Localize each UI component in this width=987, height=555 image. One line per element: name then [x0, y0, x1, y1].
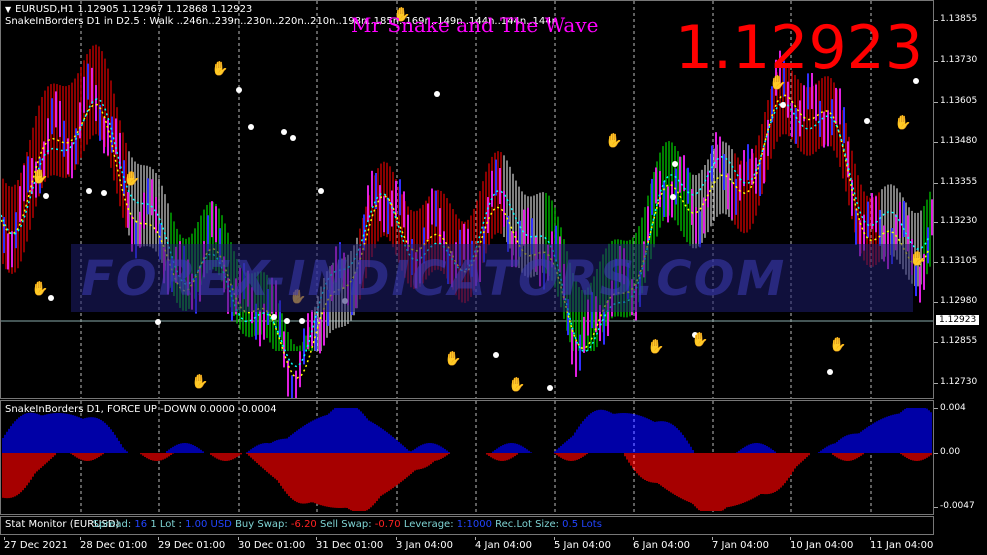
sell-hand-icon: ✋ — [211, 60, 228, 77]
price-tick: 1.13855 — [940, 14, 978, 24]
sell-hand-icon: ✋ — [605, 132, 622, 149]
rec-lot-value: 0.5 Lots — [562, 519, 602, 530]
time-tick: 4 Jan 04:00 — [475, 540, 532, 551]
price-tick: 1.12730 — [940, 377, 978, 387]
signal-dot — [48, 295, 54, 301]
spread-value: 16 — [134, 519, 148, 530]
signal-dot — [86, 188, 92, 194]
watermark-text: FOREX-INDICATORS.COM — [81, 251, 787, 307]
stat-title: Stat Monitor (EURUSD) — [5, 519, 120, 530]
time-tick: 30 Dec 01:00 — [238, 540, 306, 551]
price-tick: 1.13355 — [940, 177, 978, 187]
time-tick: 7 Jan 04:00 — [712, 540, 769, 551]
price-tick: 1.13730 — [940, 55, 978, 65]
price-tick: 1.13480 — [940, 136, 978, 146]
signal-dot — [780, 102, 786, 108]
time-tick: 11 Jan 04:00 — [870, 540, 934, 551]
signal-dot — [493, 352, 499, 358]
buy-hand-icon: ✋ — [191, 373, 208, 390]
signal-dot — [236, 87, 242, 93]
signal-dot — [299, 318, 305, 324]
collapse-triangle-icon[interactable]: ▼ — [5, 5, 12, 14]
signal-dot — [670, 194, 676, 200]
signal-dot — [827, 369, 833, 375]
osc-tick: 0.00 — [940, 447, 961, 457]
leverage-value: 1:1000 — [456, 519, 492, 530]
time-axis[interactable]: 27 Dec 2021 28 Dec 01:00 29 Dec 01:00 30… — [0, 537, 987, 555]
signal-dot — [101, 190, 107, 196]
time-tick: 28 Dec 01:00 — [80, 540, 148, 551]
price-tick: 1.12855 — [940, 336, 978, 346]
time-tick: 31 Dec 01:00 — [316, 540, 384, 551]
watermark-band — [71, 244, 913, 312]
time-tick: 6 Jan 04:00 — [633, 540, 690, 551]
buy-hand-icon: ✋ — [691, 331, 708, 348]
signal-dot — [692, 332, 698, 338]
price-chart-canvas[interactable]: ✋✋✋✋✋✋✋✋✋✋✋✋✋✋✋✋ — [1, 1, 933, 398]
signal-dot — [284, 318, 290, 324]
signal-dot — [155, 319, 161, 325]
main-chart-pane[interactable]: ✋✋✋✋✋✋✋✋✋✋✋✋✋✋✋✋ FOREX-INDICATORS.COM ▼E… — [0, 0, 934, 399]
price-tick: 1.13105 — [940, 256, 978, 266]
sell-swap-label: Sell Swap: — [319, 519, 372, 530]
buy-hand-icon: ✋ — [31, 280, 48, 297]
buy-swap-label: Buy Swap: — [235, 519, 288, 530]
sell-swap-value: -0.70 — [374, 519, 401, 530]
osc-tick: 0.004 — [940, 403, 966, 413]
time-tick: 5 Jan 04:00 — [554, 540, 611, 551]
price-axis[interactable]: 1.13855 1.13730 1.13605 1.13480 1.13355 … — [934, 0, 987, 399]
force-histogram-canvas[interactable] — [1, 401, 933, 514]
chart-title: Mr Snake and The Wave — [351, 13, 599, 37]
buy-hand-icon: ✋ — [508, 376, 525, 393]
signal-dot — [248, 124, 254, 130]
lot-label: 1 Lot : — [150, 519, 182, 530]
last-price-tag: 1.12923 — [936, 315, 980, 325]
sell-hand-icon: ✋ — [31, 168, 48, 185]
time-tick: 27 Dec 2021 — [4, 540, 68, 551]
signal-dot — [434, 91, 440, 97]
time-tick: 3 Jan 04:00 — [396, 540, 453, 551]
sell-hand-icon: ✋ — [393, 6, 410, 23]
sell-hand-icon: ✋ — [769, 74, 786, 91]
price-tick: 1.13605 — [940, 96, 978, 106]
signal-dot — [547, 385, 553, 391]
time-tick: 29 Dec 01:00 — [158, 540, 226, 551]
buy-hand-icon: ✋ — [909, 250, 926, 267]
signal-dot — [43, 193, 49, 199]
buy-hand-icon: ✋ — [829, 336, 846, 353]
big-price-display: 1.12923 — [674, 13, 923, 83]
buy-hand-icon: ✋ — [647, 338, 664, 355]
symbol-ohlc: EURUSD,H1 1.12905 1.12967 1.12868 1.1292… — [15, 4, 253, 15]
stat-monitor-line: Stat Monitor (EURUSD) Spread: 16 1 Lot :… — [5, 519, 602, 530]
spread-label: Spread: — [92, 519, 132, 530]
signal-dot — [318, 188, 324, 194]
signal-dot — [913, 78, 919, 84]
stat-monitor-pane[interactable]: Stat Monitor (EURUSD) Spread: 16 1 Lot :… — [0, 516, 934, 535]
lot-value: 1.00 USD — [185, 519, 232, 530]
oscillator-axis[interactable]: 0.004 0.00 -0.0047 — [934, 400, 987, 515]
buy-hand-icon: ✋ — [444, 350, 461, 367]
osc-tick: -0.0047 — [940, 501, 975, 511]
fast-line — [1, 97, 930, 368]
price-tick: 1.12980 — [940, 296, 978, 306]
time-tick: 10 Jan 04:00 — [790, 540, 854, 551]
price-tick: 1.13230 — [940, 216, 978, 226]
leverage-label: Leverage: — [403, 519, 454, 530]
oscillator-header: SnakeInBorders D1, FORCE UP -DOWN 0.0000… — [5, 404, 277, 415]
signal-dot — [271, 314, 277, 320]
signal-dot — [290, 135, 296, 141]
signal-dot — [864, 118, 870, 124]
buy-swap-value: -6.20 — [290, 519, 317, 530]
indicator-header: SnakeInBorders D1 in D2.5 : Walk ..246n.… — [5, 16, 558, 27]
signal-dot — [281, 129, 287, 135]
signal-dot — [672, 161, 678, 167]
oscillator-pane[interactable]: SnakeInBorders D1, FORCE UP -DOWN 0.0000… — [0, 400, 934, 515]
symbol-header: ▼ EURUSD,H1 1.12905 1.12967 1.12868 1.129… — [5, 4, 256, 15]
sell-hand-icon: ✋ — [894, 114, 911, 131]
signal-dot — [195, 380, 201, 386]
sell-hand-icon: ✋ — [123, 170, 140, 187]
rec-lot-label: Rec.Lot Size: — [495, 519, 559, 530]
